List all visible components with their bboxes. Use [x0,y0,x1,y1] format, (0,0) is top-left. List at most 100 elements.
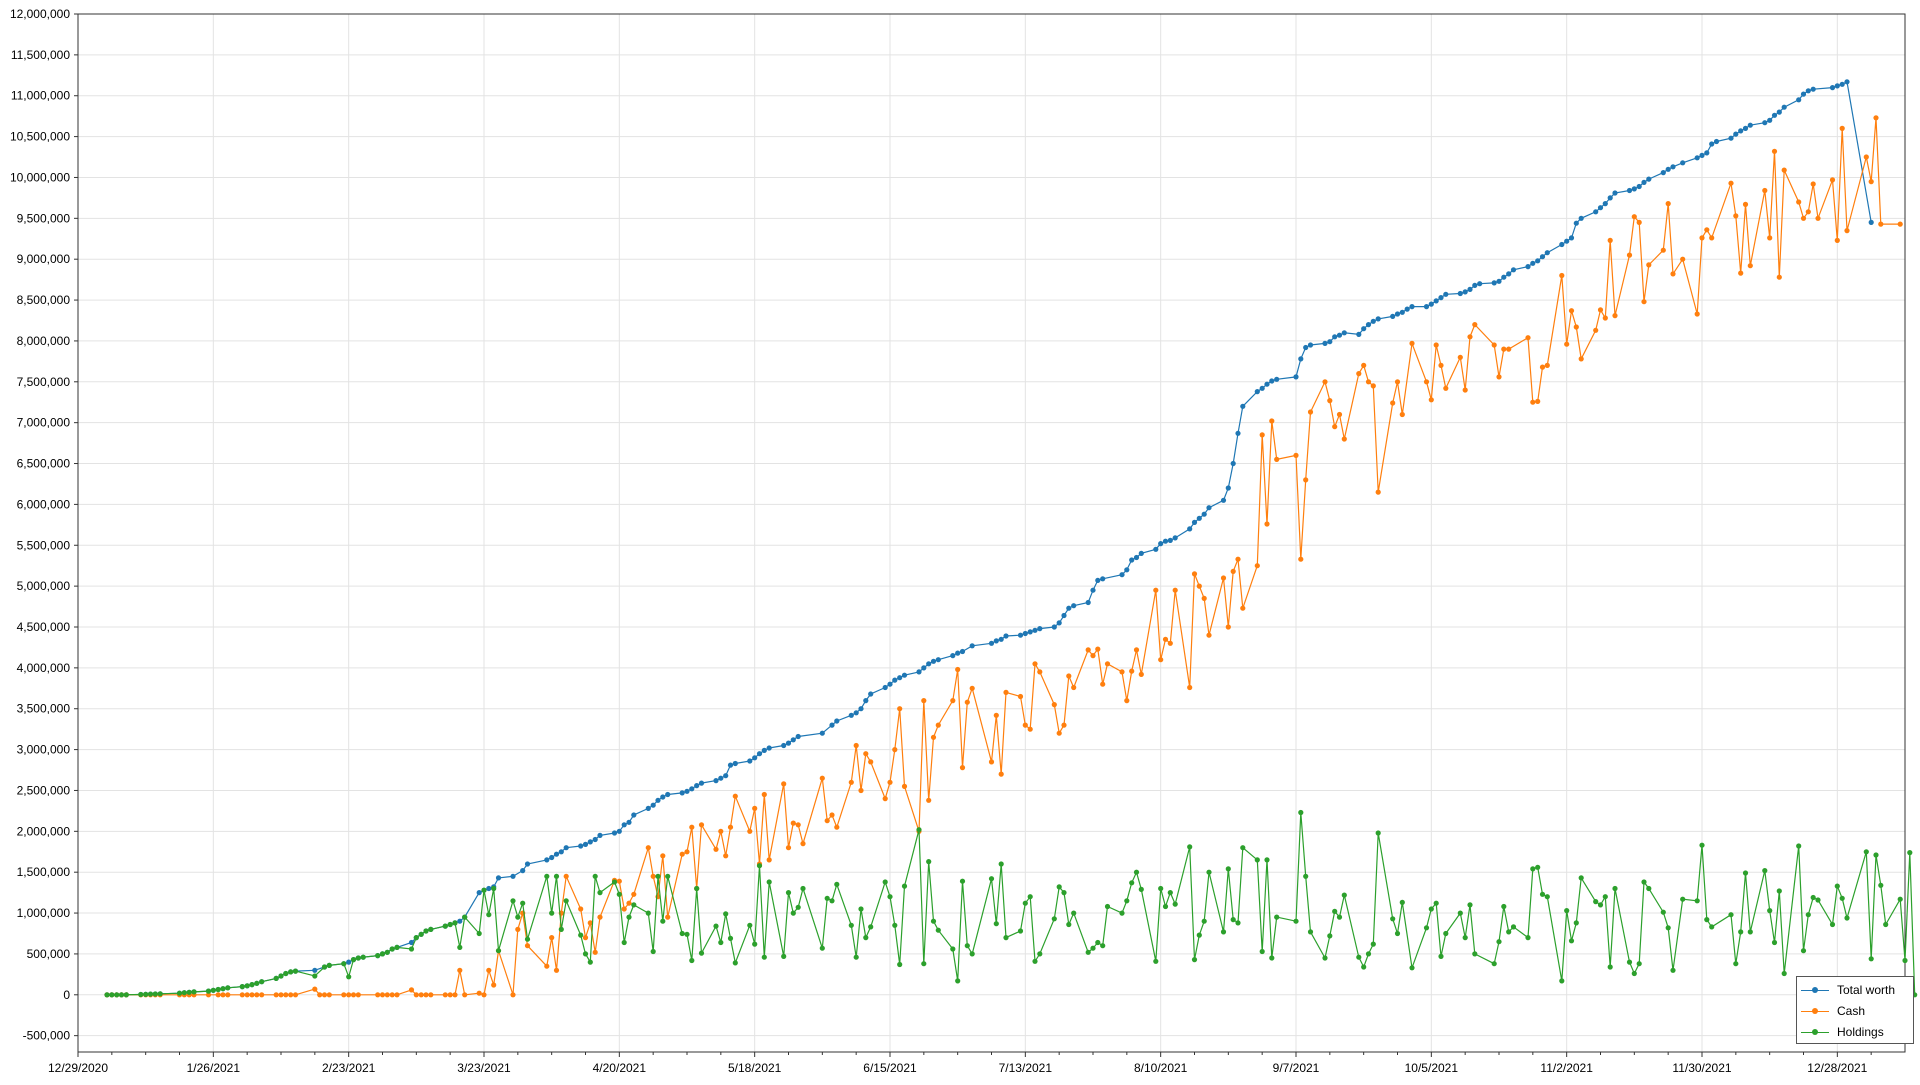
data-point-total-worth [829,722,835,728]
data-point-holdings [1356,954,1362,960]
x-tick-label: 12/29/2020 [48,1061,108,1075]
x-tick-label: 3/23/2021 [457,1061,511,1075]
data-point-cash [428,992,434,998]
data-point-holdings [1747,929,1753,935]
data-point-cash [1665,201,1671,207]
data-point-total-worth [916,669,922,675]
data-point-total-worth [1742,125,1749,131]
data-point-cash [950,698,956,704]
data-point-cash [317,992,323,998]
data-point-cash [1544,362,1550,368]
data-point-holdings [1844,915,1850,921]
data-point-total-worth [476,890,482,896]
data-point-cash [684,849,690,855]
data-point-cash [1254,563,1260,569]
data-point-total-worth [1332,334,1338,340]
data-point-total-worth [1713,138,1720,145]
data-point-total-worth [1172,535,1178,541]
data-point-holdings [457,944,463,951]
data-point-cash [1390,400,1396,406]
data-point-holdings [1361,964,1367,970]
data-point-cash [1051,702,1057,708]
data-point-total-worth [1022,630,1028,637]
data-point-holdings [1568,938,1575,944]
data-point-total-worth [684,788,690,794]
data-point-cash [868,759,874,765]
data-point-holdings [1559,978,1565,984]
data-point-cash [1095,646,1101,652]
data-point-holdings [863,935,869,941]
data-point-holdings [1544,894,1550,900]
data-point-holdings [1467,902,1473,908]
data-point-holdings [510,898,516,904]
data-point-cash [1742,201,1749,207]
y-tick-label: 2,500,000 [17,783,71,797]
data-point-total-worth [901,672,908,678]
data-point-cash [1568,308,1575,314]
data-point-holdings [1264,857,1270,863]
data-point-cash [988,759,995,765]
data-point-total-worth [1167,537,1173,544]
data-point-holdings [718,939,724,946]
data-point-total-worth [1341,330,1347,336]
data-point-total-worth [1738,128,1744,134]
data-point-cash [1873,115,1879,121]
data-point-cash [1066,673,1072,679]
data-point-holdings [558,926,564,933]
data-point-total-worth [1544,250,1550,256]
data-point-total-worth [1457,290,1463,297]
data-point-holdings [1235,920,1241,926]
legend-item-holdings: Holdings [1801,1021,1909,1042]
data-point-total-worth [834,718,840,724]
data-point-total-worth [1370,318,1376,324]
data-point-cash [723,853,729,859]
data-point-holdings [1100,943,1106,949]
data-point-total-worth [747,758,753,764]
data-point-cash [563,873,569,879]
data-point-cash [718,828,724,834]
data-point-total-worth [1438,295,1444,301]
data-point-holdings [186,989,192,995]
data-point-cash [205,992,212,998]
data-point-total-worth [1539,254,1546,260]
data-point-total-worth [1477,281,1483,287]
x-tick-label: 2/23/2021 [322,1061,376,1075]
data-point-total-worth [1423,304,1430,310]
data-point-holdings [408,946,415,952]
data-point-holdings [288,969,294,975]
data-point-holdings [147,991,154,997]
data-point-total-worth [868,691,874,697]
y-tick-label: 3,500,000 [17,702,71,716]
data-point-cash [1356,371,1362,377]
data-point-holdings [244,983,250,989]
data-point-cash [993,712,999,718]
data-point-holdings [1501,903,1507,910]
data-point-cash [1704,227,1710,233]
data-point-cash [1762,187,1768,194]
data-point-total-worth [1399,309,1405,315]
data-point-total-worth [863,698,869,704]
data-point-total-worth [1709,141,1715,147]
data-point-cash [1056,730,1062,736]
data-point-holdings [278,973,284,979]
data-point-total-worth [1443,291,1449,297]
data-point-total-worth [631,812,637,818]
data-point-total-worth [1298,356,1304,362]
data-point-cash [1274,456,1280,462]
data-point-cash [1003,689,1009,696]
data-point-total-worth [732,760,738,767]
data-point-holdings [1472,951,1478,957]
data-point-cash [698,822,705,828]
data-point-cash [1472,322,1478,328]
data-point-holdings [1525,935,1531,941]
series-cash [104,115,1903,998]
data-point-total-worth [790,737,796,743]
legend-item-total-worth: Total worth [1801,979,1909,1000]
data-point-holdings [1138,886,1144,893]
data-point-holdings [549,910,555,916]
data-point-holdings [694,885,700,892]
data-point-total-worth [1626,187,1633,194]
data-point-holdings [1022,900,1028,906]
data-point-cash [1327,398,1333,404]
data-point-total-worth [1003,633,1009,639]
